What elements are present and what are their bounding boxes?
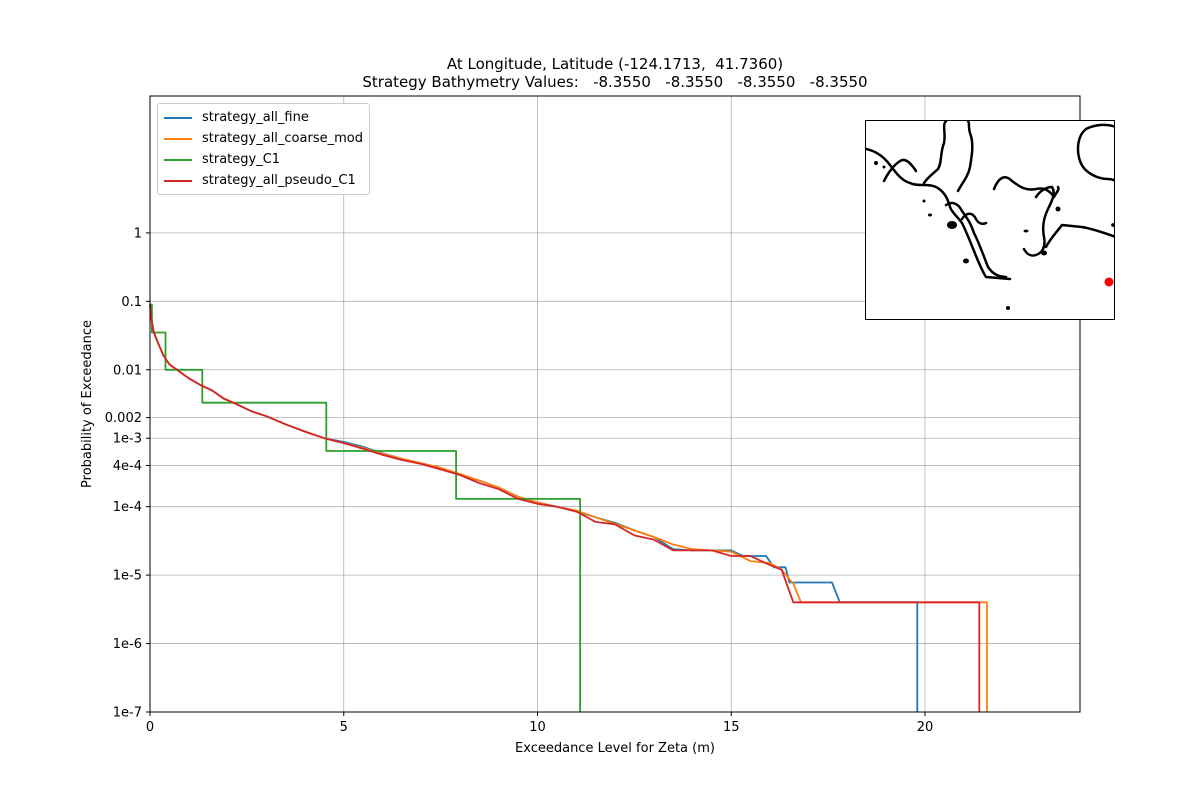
legend-item: strategy_C1	[164, 149, 363, 170]
y-tick-label: 1e-5	[113, 569, 142, 584]
y-tick-label: 0.01	[113, 363, 142, 378]
x-tick-label: 0	[146, 720, 154, 735]
x-axis-label: Exceedance Level for Zeta (m)	[515, 741, 715, 756]
legend-label: strategy_all_coarse_mod	[202, 131, 363, 146]
plot-frame	[149, 95, 1081, 713]
y-tick-label: 0.002	[105, 411, 142, 426]
y-tick-label: 1e-7	[113, 706, 142, 721]
chart-subtitle: Strategy Bathymetry Values: -8.3550 -8.3…	[362, 73, 868, 91]
y-axis: 1e-7 1e-6 1e-5 1e-4 4e-4 1e-3 0.002 0.01 0.1 1	[105, 226, 150, 721]
series-layer	[149, 303, 988, 712]
legend-swatch	[164, 137, 192, 140]
series-line-strategy-C1	[150, 303, 581, 712]
legend-label: strategy_C1	[202, 152, 281, 167]
legend-item: strategy_all_fine	[164, 107, 363, 128]
series-line-strategy-all-fine	[149, 304, 919, 712]
location-inset-map	[865, 120, 1115, 320]
legend-item: strategy_all_pseudo_C1	[164, 170, 363, 191]
y-tick-label: 1	[134, 226, 142, 241]
legend-label: strategy_all_pseudo_C1	[202, 173, 356, 188]
legend-item: strategy_all_coarse_mod	[164, 128, 363, 149]
x-tick-label: 10	[529, 720, 546, 735]
y-axis-label: Probability of Exceedance	[80, 320, 95, 488]
y-tick-label: 1e-6	[113, 637, 142, 652]
legend-swatch	[164, 158, 192, 161]
series-line-strategy-all-pseudo-C1	[149, 304, 981, 712]
location-marker	[1104, 277, 1114, 287]
islands	[874, 161, 1114, 310]
x-tick-label: 20	[917, 720, 934, 735]
legend-swatch	[164, 116, 192, 119]
x-axis: 0 5 10 15 20	[146, 712, 933, 735]
y-tick-label: 1e-4	[113, 500, 142, 515]
coastline-lines	[866, 121, 1114, 281]
coastline-map	[866, 121, 1114, 310]
series-line-strategy-all-coarse-mod	[149, 304, 988, 712]
chart-title: At Longitude, Latitude (-124.1713, 41.73…	[446, 55, 784, 73]
x-tick-label: 5	[340, 720, 348, 735]
legend-swatch	[164, 179, 192, 182]
legend-label: strategy_all_fine	[202, 110, 309, 125]
y-tick-label: 4e-4	[113, 459, 142, 474]
y-tick-label: 0.1	[121, 295, 142, 310]
legend: strategy_all_fine strategy_all_coarse_mo…	[157, 103, 370, 195]
x-tick-label: 15	[723, 720, 740, 735]
grid-lines	[149, 96, 1080, 713]
y-tick-label: 1e-3	[113, 432, 142, 447]
